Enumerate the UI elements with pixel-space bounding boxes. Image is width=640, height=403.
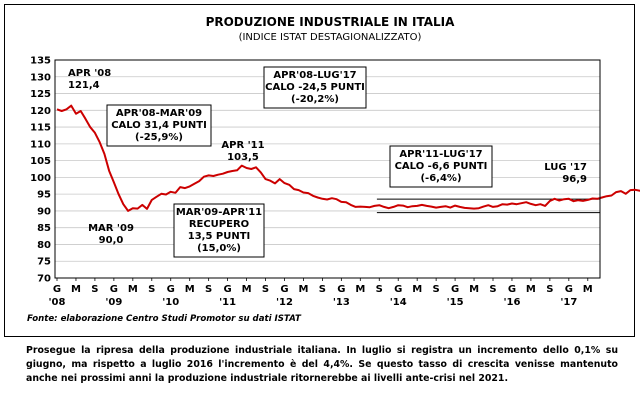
year-label: '09	[105, 297, 122, 308]
y-tick-label: 100	[30, 173, 51, 184]
y-tick-label: 120	[30, 106, 51, 117]
annotation-box	[389, 145, 493, 188]
year-label: '11	[219, 297, 236, 308]
annotation-text: APR '11	[221, 140, 264, 151]
annotation-text: CALO -6,6 PUNTI	[395, 161, 488, 172]
y-tick-label: 135	[30, 56, 51, 67]
x-tick-label: S	[376, 284, 383, 295]
annotation-box	[106, 104, 212, 147]
x-tick-label: S	[91, 284, 98, 295]
y-tick-label: 115	[30, 123, 51, 134]
annotation-text: 96,9	[562, 174, 587, 185]
year-label: '17	[560, 297, 577, 308]
annotation-text: CALO -24,5 PUNTI	[265, 82, 365, 93]
description-paragraph: Prosegue la ripresa della produzione ind…	[26, 345, 618, 384]
x-tick-label: G	[53, 284, 61, 295]
y-tick-label: 80	[37, 240, 51, 251]
annotation-text: CALO 31,4 PUNTI	[111, 120, 207, 131]
year-label: '14	[390, 297, 407, 308]
x-tick-label: G	[223, 284, 231, 295]
annotation-box	[263, 66, 367, 109]
chart-frame	[4, 4, 635, 337]
x-tick-label: M	[242, 284, 252, 295]
annotation-text: LUG '17	[544, 162, 587, 173]
x-tick-label: G	[394, 284, 402, 295]
x-tick-label: M	[583, 284, 593, 295]
chart-title: PRODUZIONE INDUSTRIALE IN ITALIA	[206, 15, 456, 29]
series-line	[56, 104, 640, 212]
x-tick-label: S	[262, 284, 269, 295]
annotation-text: MAR '09	[88, 223, 134, 234]
line-chart: PRODUZIONE INDUSTRIALE IN ITALIA (INDICE…	[30, 15, 640, 308]
source-note: Fonte: elaborazione Centro Studi Promoto…	[27, 314, 301, 324]
x-tick-label: M	[298, 284, 308, 295]
x-tick-label: M	[128, 284, 138, 295]
annotation-box	[173, 203, 265, 258]
annotation-text: 121,4	[68, 80, 100, 91]
x-tick-label: S	[205, 284, 212, 295]
x-tick-label: M	[412, 284, 422, 295]
y-tick-label: 105	[30, 156, 51, 167]
x-tick-label: G	[280, 284, 288, 295]
y-tick-label: 125	[30, 89, 51, 100]
annotation-text: APR'08-LUG'17	[273, 70, 356, 81]
x-tick-label: G	[337, 284, 345, 295]
y-tick-label: 130	[30, 72, 51, 83]
x-tick-label: S	[319, 284, 326, 295]
x-tick-label: S	[546, 284, 553, 295]
x-tick-label: G	[565, 284, 573, 295]
annotation-text: 103,5	[227, 152, 259, 163]
annotation-text: MAR'09-APR'11	[176, 207, 262, 218]
x-tick-label: G	[451, 284, 459, 295]
year-label: '08	[49, 297, 66, 308]
year-label: '16	[503, 297, 520, 308]
annotation-text: APR'08-MAR'09	[116, 108, 202, 119]
y-tick-label: 95	[37, 190, 51, 201]
chart-subtitle: (INDICE ISTAT DESTAGIONALIZZATO)	[239, 32, 422, 43]
year-label: '10	[162, 297, 179, 308]
annotation-text: APR'11-LUG'17	[399, 149, 482, 160]
x-tick-label: S	[489, 284, 496, 295]
x-tick-label: G	[167, 284, 175, 295]
x-tick-label: M	[185, 284, 195, 295]
annotation-text: RECUPERO	[189, 219, 249, 230]
annotation-text: (15,0%)	[197, 243, 241, 254]
x-tick-label: G	[508, 284, 516, 295]
x-tick-label: M	[526, 284, 536, 295]
annotation-text: 13,5 PUNTI	[188, 231, 251, 242]
x-tick-label: S	[148, 284, 155, 295]
y-tick-label: 75	[37, 257, 51, 268]
x-tick-label: G	[110, 284, 118, 295]
x-tick-label: S	[433, 284, 440, 295]
y-tick-label: 85	[37, 223, 51, 234]
annotation-text: (-25,9%)	[135, 132, 183, 143]
year-label: '13	[333, 297, 350, 308]
y-tick-label: 110	[30, 139, 51, 150]
annotation-text: 90,0	[99, 235, 124, 246]
y-tick-label: 70	[37, 274, 51, 285]
year-label: '15	[447, 297, 464, 308]
x-tick-label: M	[71, 284, 81, 295]
year-label: '12	[276, 297, 293, 308]
x-tick-label: M	[355, 284, 365, 295]
annotation-text: APR '08	[68, 68, 111, 79]
plot-area-border	[54, 59, 601, 279]
annotation-text: (-20,2%)	[291, 94, 339, 105]
annotation-text: (-6,4%)	[420, 173, 461, 184]
y-tick-label: 90	[37, 206, 51, 217]
series-layer	[56, 104, 640, 212]
x-tick-label: M	[469, 284, 479, 295]
